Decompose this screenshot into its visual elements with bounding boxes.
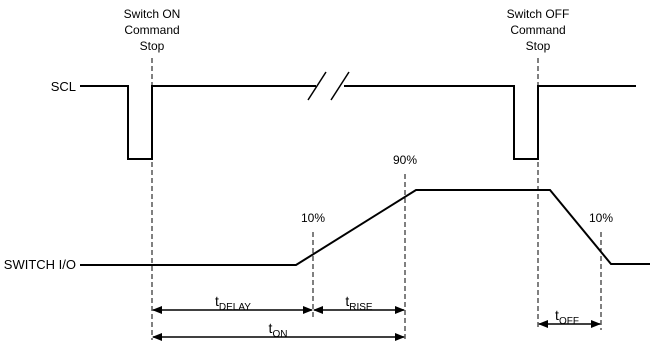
- rise-90-percent-label: 90%: [393, 153, 417, 167]
- switch-off-label-line-2: Command: [510, 23, 565, 37]
- scl-break-mark-right: [330, 71, 350, 101]
- switch-off-label-line-3: Stop: [526, 39, 551, 53]
- switch-io-waveform: [80, 189, 650, 266]
- switch-on-label-line-3: Stop: [140, 39, 165, 53]
- t-off-label: tOFF: [555, 307, 579, 327]
- scl-waveform-continued: [344, 85, 636, 160]
- t-rise-label: tRISE: [345, 293, 373, 313]
- fall-10-percent-label: 10%: [589, 211, 613, 225]
- switch-off-label-line-1: Switch OFF: [507, 7, 570, 21]
- switch-on-label-line-2: Command: [124, 23, 179, 37]
- switch-io-signal-label: SWITCH I/O: [4, 257, 76, 272]
- t-delay-label: tDELAY: [215, 293, 251, 313]
- scl-signal-label: SCL: [51, 79, 76, 94]
- switch-on-label-line-1: Switch ON: [124, 7, 181, 21]
- scl-waveform: [80, 85, 316, 160]
- t-on-label: tON: [269, 320, 288, 340]
- rise-10-percent-label: 10%: [301, 211, 325, 225]
- scl-break-mark-left: [307, 71, 327, 101]
